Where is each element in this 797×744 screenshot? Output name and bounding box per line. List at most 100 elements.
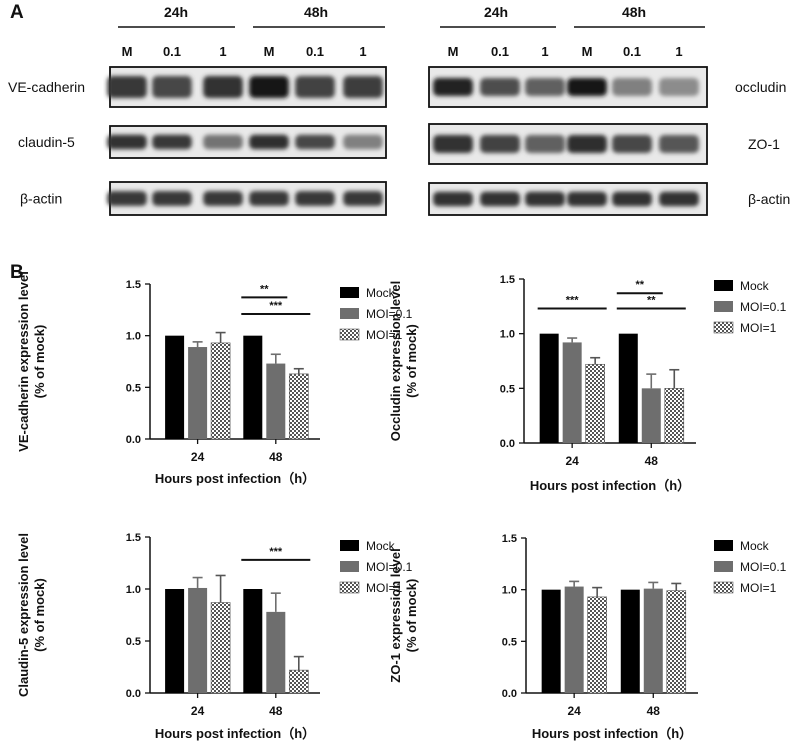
blot-row-label: occludin <box>735 79 786 95</box>
bar-chart-4: 0.0 0.5 1.0 1.5 ZO-1 expression level(% of m… <box>388 533 787 741</box>
significance-stars: *** <box>269 300 283 312</box>
time-label: 24h <box>164 4 188 20</box>
lane-label: 0.1 <box>491 44 509 59</box>
blot-row-label: β-actin <box>20 191 62 207</box>
y-axis-title: VE-cadherin expression level(% of mock) <box>16 271 47 452</box>
legend-label: Mock <box>366 286 396 300</box>
blot-strip <box>107 181 387 216</box>
bar-chart-2: 0.0 0.5 1.0 1.5 Occludin expression level(% … <box>388 274 787 493</box>
protein-band <box>525 191 565 207</box>
protein-band <box>152 191 192 206</box>
legend-swatch <box>713 581 734 594</box>
legend-label: MOI=1 <box>366 328 403 342</box>
protein-band <box>567 135 607 153</box>
bar-moi-0-1 <box>266 611 286 693</box>
y-tick-label: 0.5 <box>126 636 141 648</box>
protein-band <box>152 76 192 98</box>
x-axis-title: Hours post infection（h） <box>155 726 315 741</box>
bar-charts-panel: 0.0 0.5 1.0 1.5 VE-cadherin expression level… <box>16 271 787 741</box>
protein-band <box>659 191 699 207</box>
blot-row-label: β-actin <box>748 191 790 207</box>
protein-band <box>480 78 520 96</box>
y-tick-label: 0.5 <box>126 382 141 394</box>
legend-swatch <box>714 540 733 551</box>
bar-moi-1 <box>288 669 309 694</box>
lane-label: M <box>264 44 275 59</box>
x-axis-title: Hours post infection（h） <box>530 478 690 493</box>
x-axis-title: Hours post infection（h） <box>532 726 692 741</box>
bar-moi-0-1 <box>564 586 584 693</box>
protein-band <box>343 76 383 98</box>
blot-row-label: ZO-1 <box>748 136 780 152</box>
lane-label: M <box>122 44 133 59</box>
significance-stars: ** <box>635 279 644 291</box>
significance-stars: ** <box>260 283 269 295</box>
legend-label: Mock <box>366 539 396 553</box>
legend-swatch <box>714 301 733 312</box>
lane-label: 1 <box>675 44 682 59</box>
x-tick-label: 48 <box>647 704 661 718</box>
x-tick-label: 24 <box>191 704 205 718</box>
legend-label: MOI=1 <box>740 581 777 595</box>
lane-label: M <box>448 44 459 59</box>
protein-band <box>567 191 607 207</box>
y-axis-title-line: ZO-1 expression level <box>388 548 403 682</box>
bar-chart-1: 0.0 0.5 1.0 1.5 VE-cadherin expression level… <box>16 271 413 486</box>
y-tick-label: 0.0 <box>500 438 515 450</box>
protein-band <box>659 135 699 153</box>
legend-label: MOI=0.1 <box>740 300 787 314</box>
bar-mock <box>165 589 185 693</box>
bar-moi-1 <box>210 602 231 694</box>
bar-moi-1 <box>587 596 607 694</box>
legend-label: MOI=0.1 <box>366 560 413 574</box>
y-tick-label: 0.5 <box>500 383 515 395</box>
blot-strip <box>107 66 387 108</box>
legend-label: Mock <box>740 539 770 553</box>
legend-label: MOI=0.1 <box>366 307 413 321</box>
y-axis-title: Occludin expression level(% of mock) <box>388 281 419 441</box>
protein-band <box>343 191 383 206</box>
protein-band <box>433 78 473 96</box>
protein-band <box>107 76 147 98</box>
bar-moi-0-1 <box>188 587 208 693</box>
lane-label: 1 <box>541 44 548 59</box>
protein-band <box>203 76 243 98</box>
y-axis-title-line: (% of mock) <box>32 578 47 652</box>
bar-moi-1 <box>288 373 309 440</box>
lane-label: M <box>582 44 593 59</box>
time-label: 48h <box>622 4 646 20</box>
western-blot-panel: 24h 48h M 0.1 1 M 0.1 1 VE-cadherin claudin-5 β-ac… <box>8 4 790 216</box>
x-axis-title: Hours post infection（h） <box>155 471 315 486</box>
legend-label: MOI=1 <box>740 321 777 335</box>
y-axis-title-line: Occludin expression level <box>388 281 403 441</box>
legend-swatch <box>714 280 733 291</box>
lane-label: 0.1 <box>306 44 324 59</box>
lane-label: 0.1 <box>163 44 181 59</box>
lane-label: 1 <box>359 44 366 59</box>
legend-swatch <box>339 328 360 341</box>
lane-label: 1 <box>219 44 226 59</box>
legend-swatch <box>339 581 360 594</box>
x-tick-label: 48 <box>645 454 659 468</box>
blot-group-right: 24h 48h M 0.1 1 M 0.1 1 occludin ZO-1 β-actin <box>428 4 790 216</box>
bar-moi-1 <box>664 388 685 444</box>
protein-band <box>203 134 243 150</box>
y-tick-label: 0.0 <box>126 434 141 446</box>
bar-moi-1 <box>210 342 231 440</box>
lane-label: 0.1 <box>623 44 641 59</box>
y-tick-label: 1.5 <box>502 533 517 545</box>
protein-band <box>612 135 652 153</box>
bar-moi-0-1 <box>266 363 286 439</box>
legend-label: MOI=1 <box>366 581 403 595</box>
panel-label-a: A <box>10 2 24 23</box>
legend-swatch <box>713 321 734 334</box>
protein-band <box>203 191 243 206</box>
bar-mock <box>618 333 638 443</box>
protein-band <box>295 191 335 206</box>
blot-strip <box>428 182 708 216</box>
y-axis-title: ZO-1 expression level(% of mock) <box>388 548 419 682</box>
y-tick-label: 0.0 <box>126 688 141 700</box>
x-tick-label: 24 <box>565 454 579 468</box>
bar-mock <box>539 333 559 443</box>
